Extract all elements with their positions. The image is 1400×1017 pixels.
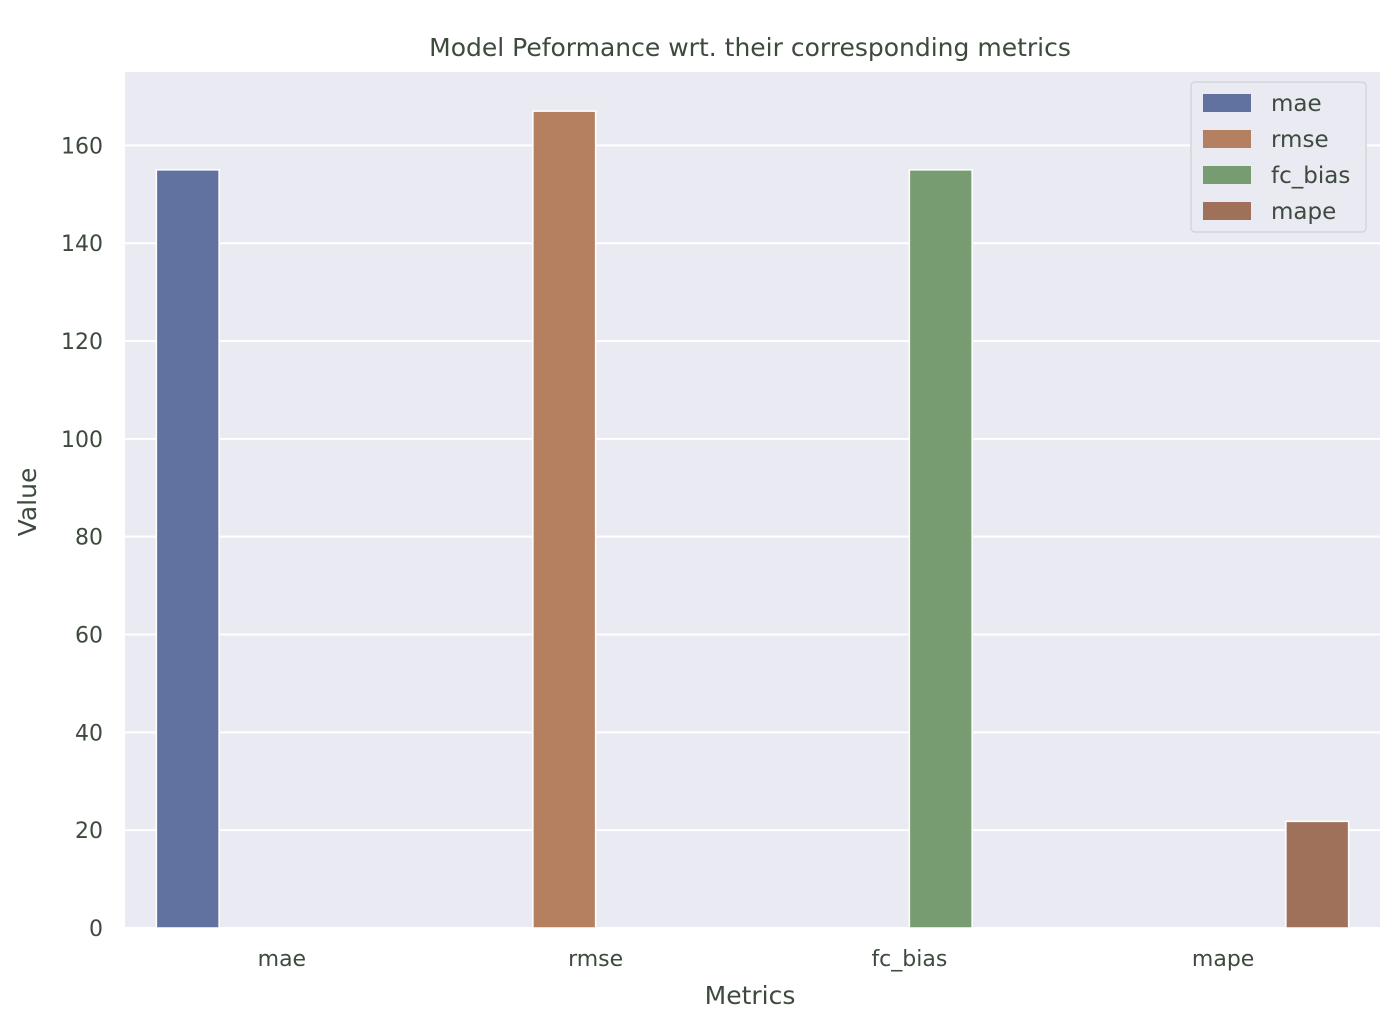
y-axis-title: Value [13,468,42,537]
y-tick-label: 140 [61,232,103,257]
legend-swatch-mape [1203,202,1251,220]
legend-swatch-fc_bias [1203,166,1251,184]
legend-label-fc_bias: fc_bias [1271,163,1350,189]
bar-fc_bias [908,169,973,929]
plot-area [125,72,1380,928]
y-tick-label: 0 [89,917,103,942]
y-tick-label: 80 [75,526,103,551]
x-tick-label: rmse [568,947,623,972]
x-axis-ticks: mae rmse fc_bias mape [258,947,1255,972]
bar-mae [155,169,220,929]
bar-mape [1285,820,1350,929]
bars [155,110,1350,929]
x-axis-title: Metrics [705,981,796,1010]
y-tick-label: 160 [61,134,103,159]
legend-box [1190,81,1367,233]
legend-swatch-mae [1203,94,1251,112]
y-tick-label: 40 [75,721,103,746]
y-tick-label: 60 [75,624,103,649]
legend-label-mae: mae [1271,91,1322,117]
chart-title: Model Peformance wrt. their correspondin… [429,33,1071,62]
bar-rmse [532,110,597,929]
legend-label-mape: mape [1271,199,1336,225]
x-tick-label: mape [1192,947,1254,972]
legend-swatch-rmse [1203,130,1251,148]
y-tick-label: 100 [61,428,103,453]
y-tick-label: 20 [75,819,103,844]
x-tick-label: mae [258,947,306,972]
x-tick-label: fc_bias [871,947,947,972]
y-tick-label: 120 [61,330,103,355]
grid-lines [125,144,1380,929]
legend-label-rmse: rmse [1271,127,1329,153]
y-axis-ticks: 0 20 40 60 80 100 120 140 160 [61,134,103,942]
